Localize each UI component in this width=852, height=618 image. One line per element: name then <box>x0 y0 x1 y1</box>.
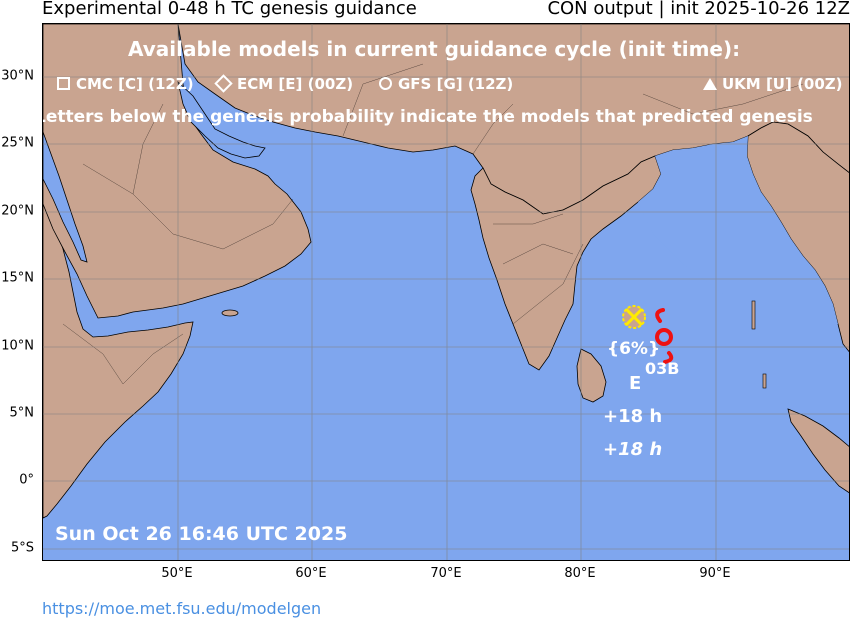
land-socotra <box>221 309 239 317</box>
lat-label-equator: 0° <box>19 472 34 488</box>
storm-symbol-icon <box>655 308 674 364</box>
lon-label-90e: 90°E <box>699 566 731 581</box>
legend-label-ecm: ECM [E] (00Z) <box>237 75 354 93</box>
water-bay-head <box>638 136 838 324</box>
circle-icon <box>379 77 392 90</box>
predicting-models: E <box>629 373 642 394</box>
lead-time-italic: +18 h <box>603 439 663 460</box>
lat-label-15n: 15°N <box>1 270 34 286</box>
map-title: Experimental 0-48 h TC genesis guidance <box>42 0 417 19</box>
map-panel[interactable]: Available models in current guidance cyc… <box>42 23 850 561</box>
lon-label-50e: 50°E <box>161 566 193 581</box>
timestamp: Sun Oct 26 16:46 UTC 2025 <box>55 523 348 545</box>
triangle-icon <box>703 78 717 90</box>
legend-heading: Available models in current guidance cyc… <box>128 37 741 61</box>
lat-label-30n: 30°N <box>1 68 34 84</box>
init-info: CON output | init 2025-10-26 12Z <box>547 0 850 19</box>
legend-item-ecm: ECM [E] (00Z) <box>214 74 354 93</box>
lat-label-5s: 5°S <box>10 540 34 556</box>
lat-label-20n: 20°N <box>1 203 34 219</box>
water-red-sea <box>43 131 88 263</box>
land-sri-lanka <box>576 348 607 403</box>
land-nicobar <box>762 373 767 389</box>
country-borders <box>62 63 804 385</box>
map-canvas <box>43 24 849 560</box>
source-link[interactable]: https://moe.met.fsu.edu/modelgen <box>42 599 322 618</box>
land-sumatra <box>787 408 849 494</box>
legend-item-ukm: UKM [U] (00Z) <box>703 75 843 93</box>
lat-label-5n: 5°N <box>9 405 35 421</box>
lon-label-70e: 70°E <box>430 566 462 581</box>
square-icon <box>57 77 70 90</box>
diamond-icon <box>214 74 233 93</box>
genesis-probability: {6%} <box>607 339 661 359</box>
legend-item-gfs: GFS [G] (12Z) <box>379 75 513 93</box>
land-arabia <box>43 24 312 319</box>
storm-name: 03B <box>645 359 680 378</box>
lon-label-80e: 80°E <box>564 566 596 581</box>
land-india <box>470 155 662 371</box>
legend-note: Letters below the genesis probability in… <box>42 107 813 127</box>
lon-label-60e: 60°E <box>295 566 327 581</box>
lead-time: +18 h <box>603 406 663 427</box>
lat-label-10n: 10°N <box>1 338 34 354</box>
gridlines <box>43 24 849 560</box>
land-africa <box>43 203 194 519</box>
legend-label-cmc: CMC [C] (12Z) <box>76 75 194 93</box>
legend-label-ukm: UKM [U] (00Z) <box>722 75 843 93</box>
water-persian-gulf <box>177 80 266 159</box>
land-andaman <box>751 300 756 330</box>
legend-label-gfs: GFS [G] (12Z) <box>398 75 514 93</box>
legend-item-cmc: CMC [C] (12Z) <box>57 75 194 93</box>
genesis-marker-icon <box>622 305 646 329</box>
lat-label-25n: 25°N <box>1 135 34 151</box>
